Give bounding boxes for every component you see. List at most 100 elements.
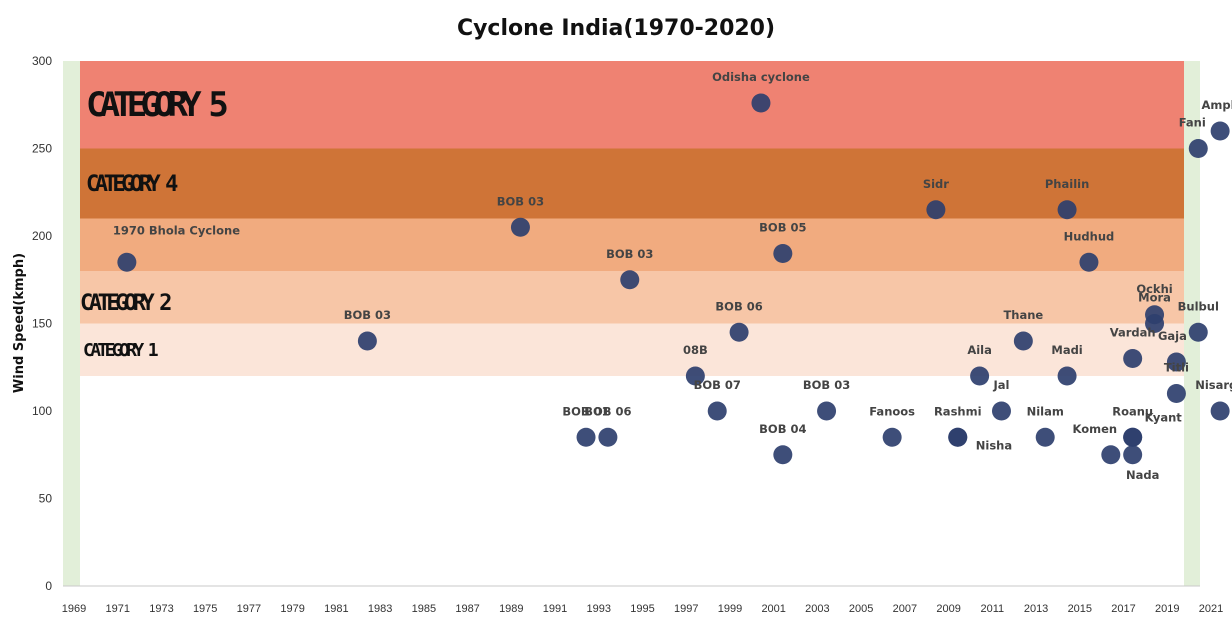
data-point bbox=[1123, 349, 1143, 368]
x-tick-label: 1993 bbox=[587, 603, 611, 615]
data-point bbox=[991, 401, 1011, 421]
data-label: Fanoos bbox=[869, 404, 915, 418]
data-point bbox=[882, 427, 902, 447]
data-point bbox=[1145, 314, 1165, 333]
data-label: Komen bbox=[1073, 422, 1118, 436]
category-band bbox=[80, 218, 1184, 271]
data-label: Roanu bbox=[1112, 404, 1153, 418]
data-point bbox=[773, 445, 793, 465]
data-label: BOB 03 bbox=[344, 308, 391, 322]
x-tick-label: 2021 bbox=[1199, 603, 1223, 615]
data-point bbox=[1035, 427, 1055, 447]
data-point bbox=[685, 366, 705, 386]
x-tick-label: 2001 bbox=[761, 603, 785, 615]
data-point bbox=[510, 217, 530, 237]
axes: 0 50 100 150 200 250 300 1969 1971 1973 1975 1977 19… bbox=[32, 54, 1223, 615]
data-point bbox=[1057, 366, 1077, 386]
x-tick-label: 1987 bbox=[455, 603, 479, 615]
x-tick-label: 2017 bbox=[1111, 603, 1135, 615]
x-tick-label: 2005 bbox=[849, 603, 873, 615]
x-tick-label: 1991 bbox=[543, 603, 567, 615]
data-label: Amphan bbox=[1202, 98, 1232, 112]
data-point bbox=[773, 244, 793, 263]
data-point bbox=[1123, 427, 1143, 447]
data-point bbox=[948, 427, 968, 447]
data-label: 08B bbox=[683, 343, 708, 357]
data-point bbox=[1079, 252, 1099, 272]
data-label: Mora bbox=[1138, 291, 1171, 305]
x-tick-label: 2007 bbox=[893, 603, 917, 615]
data-label: Phailin bbox=[1045, 177, 1089, 191]
data-label: BOB 03 bbox=[606, 247, 653, 261]
x-tick-label: 1981 bbox=[324, 603, 348, 615]
y-axis-label: Wind Speed(kmph) bbox=[12, 253, 27, 393]
data-label: Aila bbox=[967, 343, 992, 357]
category-label: CATEGORY 1 bbox=[83, 340, 159, 361]
right-strip bbox=[1184, 61, 1200, 586]
y-tick-label: 250 bbox=[32, 142, 52, 156]
x-tick-label: 2015 bbox=[1068, 603, 1092, 615]
data-point bbox=[729, 322, 749, 342]
x-tick-label: 1997 bbox=[674, 603, 698, 615]
data-label: Bulbul bbox=[1178, 299, 1219, 313]
data-label: Nisha bbox=[976, 438, 1012, 452]
data-label: BOB 06 bbox=[584, 404, 631, 418]
data-point bbox=[1188, 139, 1208, 158]
x-tick-label: 1971 bbox=[105, 603, 129, 615]
data-label: Titli bbox=[1164, 361, 1189, 375]
data-point bbox=[1210, 401, 1230, 421]
data-point bbox=[620, 270, 640, 290]
data-label: BOB 01 bbox=[562, 404, 609, 418]
data-label: BOB 04 bbox=[759, 422, 806, 436]
data-point bbox=[1210, 121, 1230, 141]
category-label: CATEGORY 5 bbox=[86, 85, 229, 125]
data-label: BOB 03 bbox=[803, 378, 850, 392]
y-tick-label: 100 bbox=[32, 404, 52, 418]
category-bands: CATEGORY 1 CATEGORY 2 CATEGORY 4 CATEGORY 5 bbox=[63, 61, 1200, 586]
data-point bbox=[576, 427, 596, 447]
x-tick-label: 1989 bbox=[499, 603, 523, 615]
data-label: Odisha cyclone bbox=[712, 70, 810, 84]
data-label: Ockhi bbox=[1136, 282, 1172, 296]
data-label: BOB 07 bbox=[694, 378, 741, 392]
data-label: Vardah bbox=[1110, 326, 1156, 340]
data-label: Kyant bbox=[1145, 410, 1183, 424]
data-label: BOB 06 bbox=[715, 299, 762, 313]
y-tick-label: 150 bbox=[32, 317, 52, 331]
y-tick-label: 50 bbox=[39, 492, 53, 506]
category-band bbox=[80, 323, 1184, 376]
x-tick-label: 1979 bbox=[280, 603, 304, 615]
x-tick-label: 1975 bbox=[193, 603, 217, 615]
data-label: Madi bbox=[1051, 343, 1082, 357]
x-tick-label: 2009 bbox=[936, 603, 960, 615]
data-label: Nilam bbox=[1027, 404, 1064, 418]
left-strip bbox=[63, 61, 80, 586]
x-tick-label: 2003 bbox=[805, 603, 829, 615]
x-tick-label: 1969 bbox=[62, 603, 86, 615]
data-point bbox=[1188, 322, 1208, 342]
data-point bbox=[751, 93, 771, 113]
data-label: Thane bbox=[1003, 308, 1043, 322]
data-label: Jal bbox=[992, 378, 1009, 392]
data-label: BOB 03 bbox=[497, 194, 544, 208]
x-tick-label: 1985 bbox=[412, 603, 436, 615]
data-label: BOB 05 bbox=[759, 221, 806, 235]
y-tick-label: 0 bbox=[45, 579, 52, 593]
data-points bbox=[117, 93, 1230, 465]
data-point bbox=[357, 331, 377, 351]
category-label: CATEGORY 4 bbox=[86, 172, 178, 197]
data-label: Gaja bbox=[1158, 329, 1187, 343]
x-tick-label: 1983 bbox=[368, 603, 392, 615]
data-point bbox=[117, 252, 137, 272]
x-tick-label: 1999 bbox=[718, 603, 742, 615]
data-point bbox=[1123, 445, 1143, 465]
x-tick-label: 2019 bbox=[1155, 603, 1179, 615]
x-tick-label: 1977 bbox=[237, 603, 261, 615]
category-band bbox=[80, 148, 1184, 219]
data-point bbox=[1101, 445, 1121, 465]
data-point bbox=[817, 401, 837, 421]
data-label: Hudhud bbox=[1064, 229, 1115, 243]
data-point bbox=[1013, 331, 1033, 351]
